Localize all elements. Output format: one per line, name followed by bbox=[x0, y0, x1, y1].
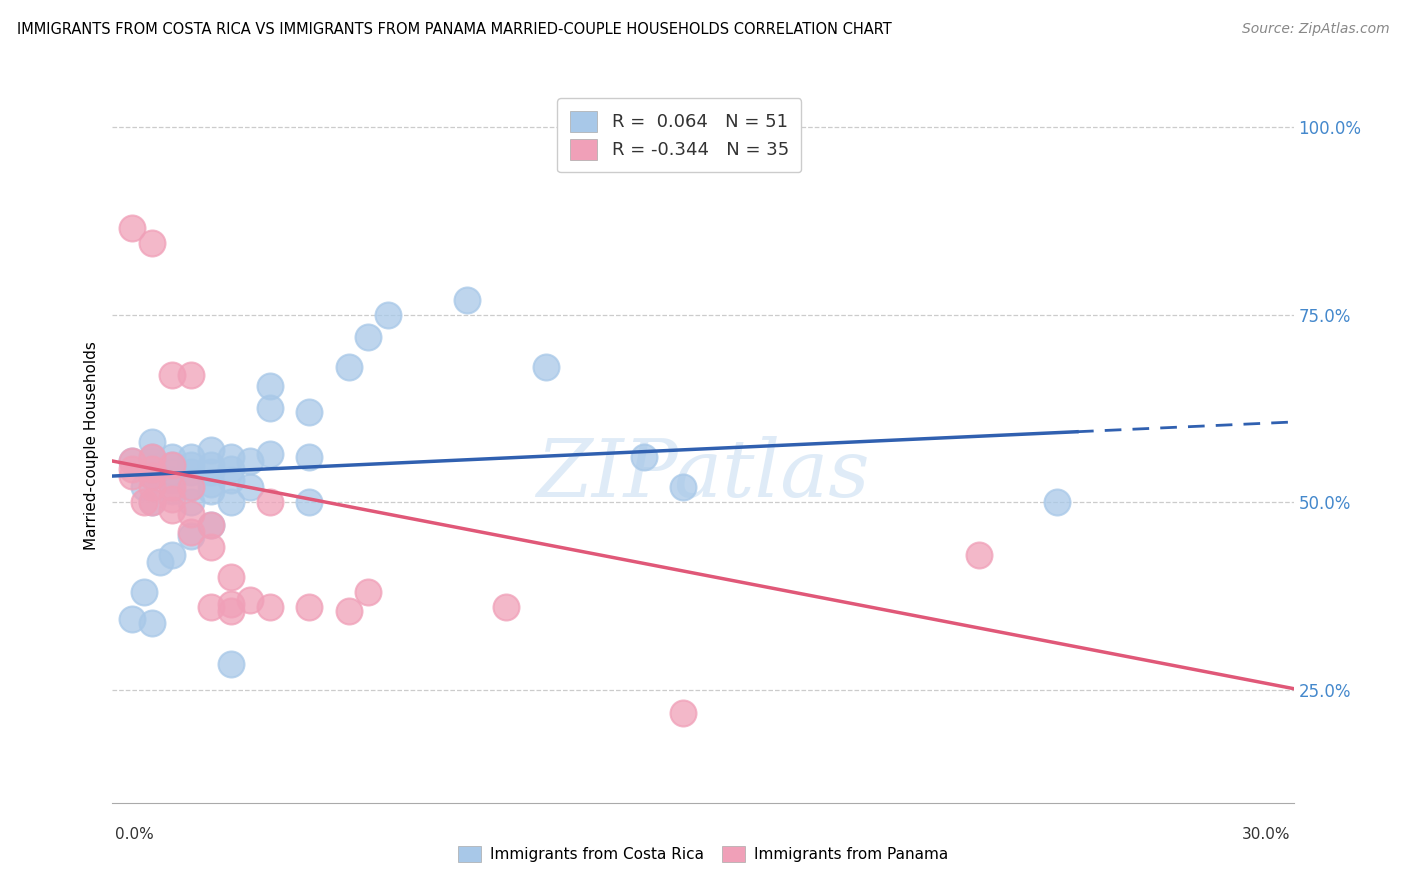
Point bbox=[239, 454, 262, 468]
Point bbox=[180, 480, 202, 494]
Point bbox=[259, 379, 281, 393]
Point bbox=[219, 461, 242, 475]
Point bbox=[141, 480, 163, 494]
Text: Source: ZipAtlas.com: Source: ZipAtlas.com bbox=[1241, 22, 1389, 37]
Point bbox=[259, 495, 281, 509]
Point bbox=[259, 446, 281, 460]
Point bbox=[160, 458, 183, 472]
Point bbox=[160, 548, 183, 562]
Point bbox=[219, 450, 242, 465]
Y-axis label: Married-couple Households: Married-couple Households bbox=[83, 342, 98, 550]
Point bbox=[337, 360, 360, 375]
Text: 30.0%: 30.0% bbox=[1243, 827, 1291, 841]
Point bbox=[357, 585, 380, 599]
Point bbox=[160, 480, 183, 494]
Point bbox=[1046, 495, 1069, 509]
Point bbox=[298, 495, 321, 509]
Point bbox=[180, 465, 202, 479]
Point bbox=[456, 293, 478, 307]
Point bbox=[121, 461, 143, 475]
Point bbox=[160, 473, 183, 487]
Point bbox=[219, 604, 242, 618]
Point bbox=[132, 480, 155, 494]
Point bbox=[180, 495, 202, 509]
Point bbox=[141, 469, 163, 483]
Point bbox=[180, 458, 202, 472]
Point bbox=[141, 450, 163, 465]
Point bbox=[357, 330, 380, 344]
Point bbox=[141, 495, 163, 509]
Point bbox=[121, 221, 143, 235]
Point bbox=[298, 405, 321, 419]
Point bbox=[377, 308, 399, 322]
Point bbox=[219, 657, 242, 671]
Point bbox=[160, 484, 183, 499]
Point bbox=[180, 480, 202, 494]
Point bbox=[160, 458, 183, 472]
Point bbox=[141, 461, 163, 475]
Text: IMMIGRANTS FROM COSTA RICA VS IMMIGRANTS FROM PANAMA MARRIED-COUPLE HOUSEHOLDS C: IMMIGRANTS FROM COSTA RICA VS IMMIGRANTS… bbox=[17, 22, 891, 37]
Point bbox=[200, 476, 222, 491]
Point bbox=[141, 469, 163, 483]
Point bbox=[180, 525, 202, 540]
Point bbox=[132, 495, 155, 509]
Point bbox=[141, 615, 163, 630]
Point bbox=[200, 458, 222, 472]
Point bbox=[200, 517, 222, 532]
Point bbox=[967, 548, 990, 562]
Point bbox=[672, 706, 695, 720]
Point bbox=[141, 236, 163, 251]
Point bbox=[672, 480, 695, 494]
Text: ZIPatlas: ZIPatlas bbox=[536, 436, 870, 513]
Point bbox=[534, 360, 557, 375]
Point bbox=[200, 517, 222, 532]
Point bbox=[633, 450, 655, 465]
Point bbox=[160, 368, 183, 382]
Point bbox=[219, 495, 242, 509]
Point bbox=[121, 469, 143, 483]
Point bbox=[160, 491, 183, 506]
Point bbox=[200, 465, 222, 479]
Point bbox=[141, 450, 163, 465]
Point bbox=[337, 604, 360, 618]
Point bbox=[200, 600, 222, 615]
Point bbox=[298, 450, 321, 465]
Point bbox=[200, 484, 222, 499]
Point bbox=[219, 597, 242, 611]
Point bbox=[239, 480, 262, 494]
Point bbox=[200, 442, 222, 457]
Point bbox=[141, 454, 163, 468]
Point bbox=[121, 454, 143, 468]
Point bbox=[132, 585, 155, 599]
Point bbox=[180, 450, 202, 465]
Point bbox=[298, 600, 321, 615]
Point bbox=[160, 465, 183, 479]
Point bbox=[141, 495, 163, 509]
Text: 0.0%: 0.0% bbox=[115, 827, 155, 841]
Point bbox=[141, 435, 163, 450]
Point bbox=[121, 454, 143, 468]
Point bbox=[259, 401, 281, 416]
Point bbox=[160, 503, 183, 517]
Point bbox=[180, 368, 202, 382]
Legend: Immigrants from Costa Rica, Immigrants from Panama: Immigrants from Costa Rica, Immigrants f… bbox=[451, 840, 955, 868]
Point bbox=[180, 529, 202, 543]
Point bbox=[219, 570, 242, 584]
Point bbox=[121, 612, 143, 626]
Point bbox=[180, 507, 202, 521]
Point bbox=[160, 450, 183, 465]
Point bbox=[239, 593, 262, 607]
Point bbox=[149, 556, 172, 570]
Point bbox=[219, 473, 242, 487]
Point bbox=[259, 600, 281, 615]
Legend: R =  0.064   N = 51, R = -0.344   N = 35: R = 0.064 N = 51, R = -0.344 N = 35 bbox=[557, 98, 801, 172]
Point bbox=[141, 461, 163, 475]
Point bbox=[200, 541, 222, 555]
Point bbox=[495, 600, 517, 615]
